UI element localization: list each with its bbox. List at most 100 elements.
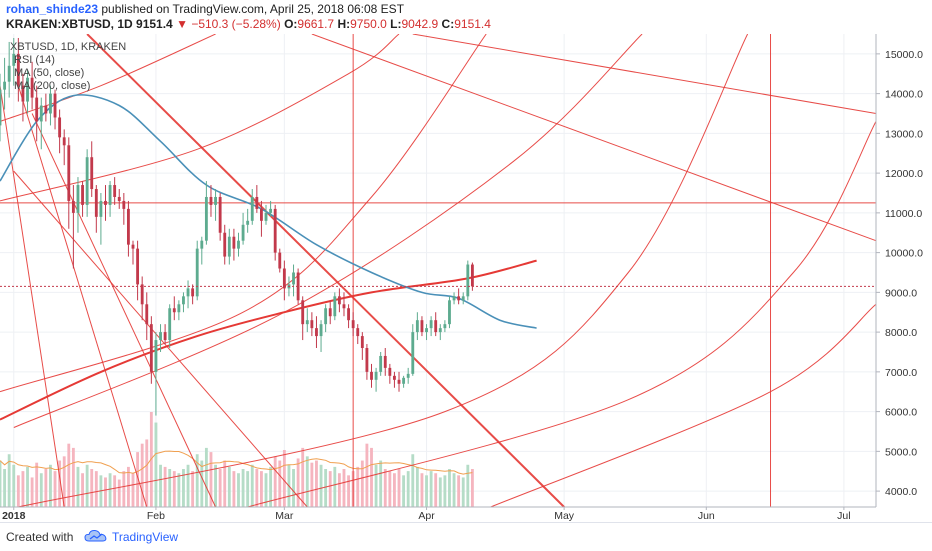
volume-bar <box>406 471 410 507</box>
candle-body <box>177 304 181 313</box>
tradingview-brand-link[interactable]: TradingView <box>112 530 179 544</box>
volume-bar <box>264 473 268 507</box>
volume-bar <box>195 454 199 507</box>
volume-bar <box>67 443 71 507</box>
high-label: H: <box>337 17 351 31</box>
candle-body <box>44 105 48 114</box>
legend-rsi: RSI (14) <box>14 54 55 66</box>
volume-bar <box>122 471 126 507</box>
price-chart[interactable]: 9151.4 4000.05000.06000.07000.08000.0900… <box>0 34 932 522</box>
candle-body <box>136 248 140 285</box>
candle-body <box>264 212 268 221</box>
time-axis-bg <box>0 507 932 522</box>
volume-bar <box>140 443 144 507</box>
volume-bar <box>342 469 346 507</box>
fan-arc <box>0 34 400 202</box>
volume-bar <box>425 475 428 507</box>
candle-body <box>466 264 470 297</box>
volume-bar <box>163 466 167 507</box>
candle-body <box>186 288 190 297</box>
legend: XBTUSD, 1D, KRAKEN RSI (14) MA (50, clos… <box>10 41 126 92</box>
tradingview-cloud-icon[interactable] <box>84 528 108 544</box>
candle-body <box>3 81 7 90</box>
candle-body <box>273 208 277 253</box>
candle-body <box>347 308 350 321</box>
candle-body <box>113 185 117 197</box>
drawings-layer <box>0 34 877 508</box>
volume-bar <box>388 471 392 507</box>
volume-bar <box>282 450 286 507</box>
candle-body <box>438 328 442 333</box>
candle-body <box>360 336 364 349</box>
candle-body <box>99 200 103 217</box>
volume-bar <box>415 466 419 507</box>
candle-body <box>420 320 424 333</box>
price-tick-label: 5000.0 <box>885 446 917 458</box>
candle-body <box>282 268 286 289</box>
author-link[interactable]: rohan_shinde23 <box>6 2 99 16</box>
trend-line <box>0 85 65 508</box>
candle-body <box>232 236 236 249</box>
volume-bar <box>324 469 328 507</box>
candle-body <box>365 348 369 372</box>
price-axis[interactable]: 4000.0 5000.0 6000.0 7000.0 8000.0 9000.0 1000… <box>876 49 923 498</box>
volume-bar <box>397 469 401 507</box>
trend-line <box>86 34 565 508</box>
fan-arc <box>13 34 643 428</box>
volume-bar <box>370 447 373 507</box>
candle-body <box>49 93 52 114</box>
volume-bar <box>383 469 387 507</box>
volume-bar <box>250 464 254 507</box>
low-value: 9042.9 <box>401 17 439 31</box>
candle-body <box>94 189 98 217</box>
candle-body <box>16 53 20 86</box>
candle-body <box>67 145 71 201</box>
volume-bar <box>360 460 364 507</box>
price-tick-label: 8000.0 <box>885 327 917 339</box>
volume-bar <box>438 477 442 507</box>
time-tick-label: Apr <box>418 510 435 522</box>
candle-body <box>269 208 273 213</box>
candle-body <box>21 85 25 102</box>
candle-body <box>195 248 199 297</box>
volume-bar <box>420 473 424 507</box>
candle-body <box>356 328 360 337</box>
candle-body <box>182 296 185 305</box>
candle-body <box>448 300 451 325</box>
open-label: O: <box>284 17 298 31</box>
price-axis-bg <box>876 34 932 522</box>
candle-body <box>62 137 66 146</box>
candle-body <box>319 324 323 337</box>
candle-body <box>429 320 433 329</box>
high-value: 9750.0 <box>350 17 387 31</box>
volume-bar <box>434 473 438 507</box>
volume-bar <box>457 475 461 507</box>
volume-bar <box>292 469 295 507</box>
volume-bar <box>21 471 25 507</box>
volume-bar <box>337 473 341 507</box>
trend-line <box>311 34 877 242</box>
volume-bar <box>191 471 195 507</box>
candle-body <box>310 320 314 329</box>
volume-bar <box>53 471 57 507</box>
candle-body <box>383 355 387 368</box>
candle-body <box>434 320 438 333</box>
publish-line: rohan_shinde23 published on TradingView.… <box>6 2 404 16</box>
candle-body <box>296 272 300 301</box>
volume-bar <box>186 464 190 507</box>
down-arrow-icon: ▼ <box>176 17 188 31</box>
candle-body <box>191 288 195 297</box>
volume-bar <box>328 471 332 507</box>
candle-body <box>154 340 158 372</box>
candle-body <box>168 308 172 341</box>
candle-body <box>227 236 231 257</box>
trend-line <box>31 113 217 508</box>
volume-bar <box>374 464 378 507</box>
time-axis[interactable]: 2018 Feb Mar Apr May Jun Jul <box>2 507 851 522</box>
volume-bar <box>452 473 456 507</box>
price-tick-label: 7000.0 <box>885 367 917 379</box>
fan-arc <box>247 121 877 508</box>
volume-bar <box>402 475 406 507</box>
volume-bar <box>466 464 470 507</box>
candle-body <box>393 375 396 380</box>
